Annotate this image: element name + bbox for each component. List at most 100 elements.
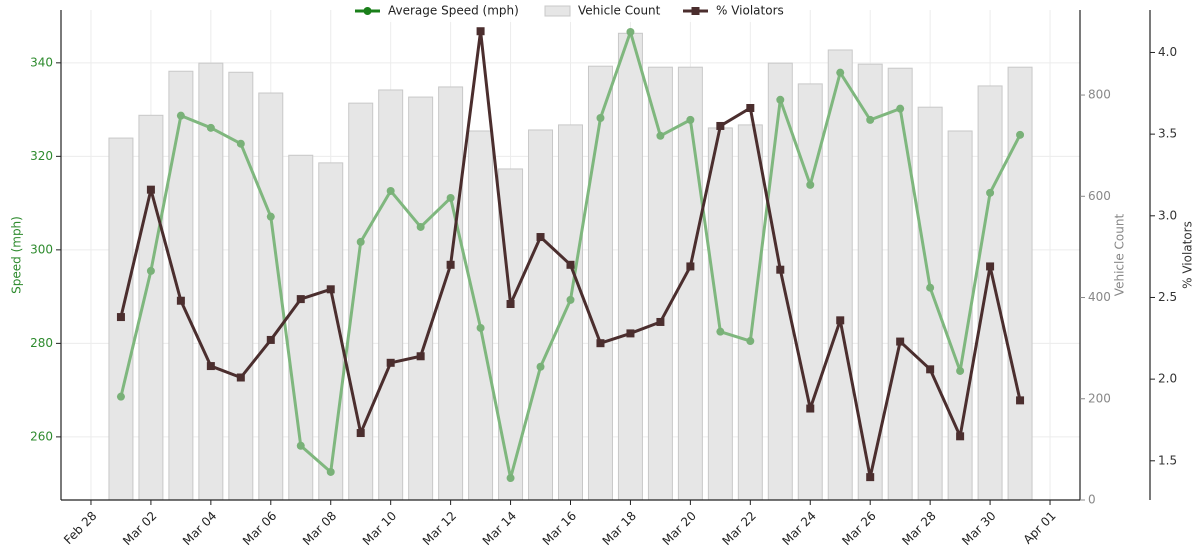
bar bbox=[977, 85, 1003, 501]
x-tick-label: Mar 26 bbox=[839, 509, 878, 548]
bar bbox=[917, 106, 943, 501]
marker bbox=[836, 316, 845, 325]
y2-tick-label: 400 bbox=[1088, 290, 1111, 304]
marker bbox=[986, 188, 995, 197]
marker bbox=[416, 352, 425, 361]
bar bbox=[558, 124, 583, 501]
marker bbox=[266, 335, 275, 344]
x-tick-label: Mar 04 bbox=[180, 509, 219, 548]
marker bbox=[866, 115, 875, 124]
marker bbox=[146, 185, 155, 194]
marker bbox=[506, 300, 515, 308]
bar bbox=[617, 32, 643, 501]
marker bbox=[296, 441, 305, 450]
marker bbox=[476, 27, 485, 36]
y-tick-label: 260 bbox=[30, 429, 53, 443]
marker bbox=[446, 260, 455, 269]
marker bbox=[806, 404, 815, 413]
y3-tick-label: 3.5 bbox=[1158, 127, 1177, 141]
bar bbox=[707, 127, 733, 501]
x-tick-label: Mar 28 bbox=[899, 509, 938, 548]
bar bbox=[797, 83, 823, 501]
marker bbox=[116, 313, 125, 322]
x-tick-label: Mar 14 bbox=[480, 509, 519, 548]
marker bbox=[776, 95, 785, 104]
marker bbox=[656, 131, 665, 140]
marker bbox=[956, 432, 965, 441]
x-tick-label: Mar 12 bbox=[420, 509, 459, 548]
x-tick-label: Feb 28 bbox=[61, 509, 99, 547]
marker bbox=[896, 104, 905, 113]
marker bbox=[236, 139, 245, 148]
marker bbox=[356, 237, 365, 246]
marker bbox=[536, 362, 545, 371]
marker bbox=[836, 68, 845, 77]
marker bbox=[716, 121, 725, 130]
y2-tick-label: 200 bbox=[1088, 391, 1111, 405]
marker bbox=[356, 429, 365, 438]
y-tick-label: 340 bbox=[30, 55, 53, 69]
marker bbox=[446, 193, 455, 202]
bar bbox=[228, 71, 254, 501]
marker bbox=[686, 262, 695, 271]
y3-tick-label: 2.5 bbox=[1158, 290, 1177, 304]
x-tick-label: Mar 08 bbox=[300, 509, 339, 548]
marker bbox=[536, 233, 545, 242]
marker bbox=[656, 317, 665, 326]
marker bbox=[566, 260, 575, 269]
marker bbox=[1016, 130, 1025, 139]
x-tick-label: Mar 02 bbox=[120, 509, 159, 548]
marker bbox=[866, 473, 875, 482]
bar bbox=[258, 92, 284, 501]
marker bbox=[596, 339, 605, 348]
marker bbox=[206, 123, 215, 132]
x-tick-label: Mar 24 bbox=[779, 509, 818, 548]
marker bbox=[296, 295, 305, 304]
marker bbox=[236, 373, 245, 382]
y3-tick-label: 3.0 bbox=[1158, 208, 1177, 222]
bar bbox=[737, 124, 763, 501]
bar bbox=[827, 49, 853, 501]
x-tick-label: Mar 30 bbox=[959, 509, 998, 548]
marker bbox=[176, 296, 185, 305]
marker bbox=[596, 114, 605, 123]
marker bbox=[746, 104, 755, 112]
marker bbox=[896, 337, 905, 346]
y-tick-label: 300 bbox=[30, 242, 53, 256]
marker bbox=[806, 180, 815, 189]
marker bbox=[1016, 396, 1025, 405]
legend-swatch bbox=[544, 5, 571, 17]
y2-tick-label: 600 bbox=[1088, 189, 1111, 203]
marker bbox=[506, 474, 515, 483]
x-tick-label: Mar 20 bbox=[660, 509, 699, 548]
bar bbox=[168, 70, 194, 501]
marker bbox=[386, 358, 395, 367]
bar bbox=[587, 65, 613, 501]
marker bbox=[386, 186, 395, 195]
legend-label: Vehicle Count bbox=[578, 4, 661, 18]
bar bbox=[468, 130, 494, 501]
y2-tick-label: 0 bbox=[1088, 493, 1096, 507]
marker bbox=[956, 366, 965, 375]
marker bbox=[626, 329, 635, 338]
marker bbox=[116, 392, 125, 401]
marker bbox=[416, 222, 425, 231]
legend-marker bbox=[363, 7, 372, 15]
marker bbox=[326, 467, 335, 476]
x-tick-label: Mar 16 bbox=[540, 509, 579, 548]
marker bbox=[206, 362, 215, 371]
y3-tick-label: 2.0 bbox=[1158, 372, 1177, 386]
y-axis-label: Speed (mph) bbox=[10, 216, 24, 294]
marker bbox=[266, 212, 275, 221]
y2-axis-label: Vehicle Count bbox=[1113, 214, 1127, 297]
legend-marker bbox=[691, 7, 700, 15]
y3-tick-label: 1.5 bbox=[1158, 453, 1177, 467]
marker bbox=[176, 111, 185, 120]
x-tick-label: Mar 06 bbox=[240, 509, 279, 548]
marker bbox=[566, 295, 575, 304]
legend-label: % Violators bbox=[716, 4, 784, 18]
x-tick-label: Mar 10 bbox=[360, 509, 399, 548]
marker bbox=[326, 285, 335, 294]
y-tick-label: 320 bbox=[30, 149, 53, 163]
